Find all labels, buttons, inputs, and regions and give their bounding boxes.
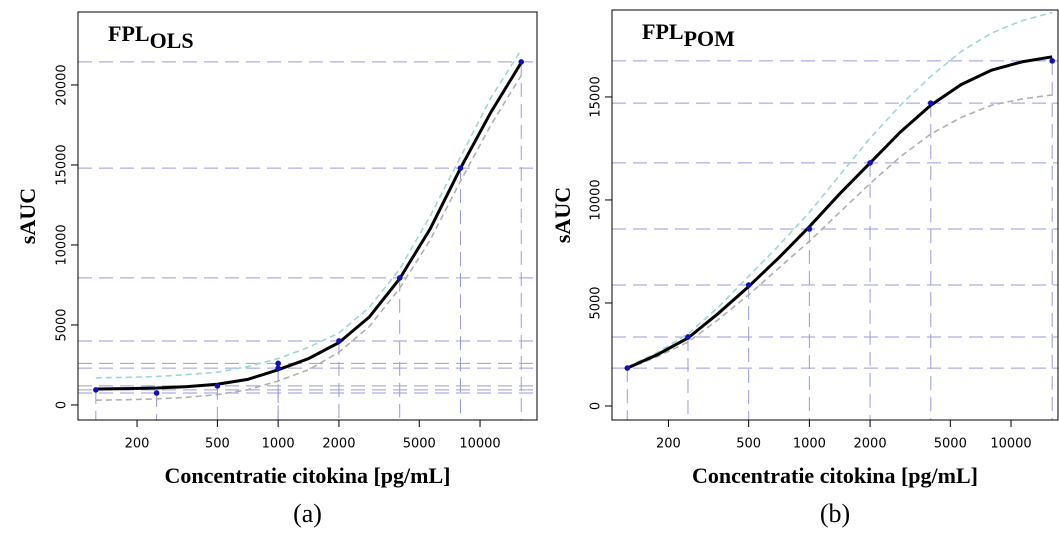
data-point (624, 365, 631, 371)
data-point (685, 334, 691, 340)
x-axis-label: Concentratie citokina [pg/mL] (165, 463, 451, 488)
data-point (1049, 58, 1055, 64)
fit-curve (95, 61, 523, 391)
plot-frame (611, 9, 1059, 421)
data-point (745, 282, 752, 288)
fit-curve (626, 55, 1053, 370)
x-tick-label: 500 (205, 437, 230, 452)
data-point (275, 365, 281, 371)
x-tick-label: 5000 (934, 437, 967, 452)
x-tick-label: 5000 (403, 437, 436, 452)
plot-frame (77, 11, 538, 421)
y-tick-label: 15000 (55, 144, 70, 185)
x-tick-label: 2000 (322, 437, 355, 452)
fit-curve (626, 11, 1053, 368)
data-point (806, 226, 813, 232)
data-point (93, 387, 99, 393)
fit-curve (95, 49, 522, 379)
y-tick-label: 0 (589, 402, 604, 410)
y-axis-label: sAUC (550, 187, 575, 243)
x-tick-label: 1000 (262, 437, 295, 452)
x-tick-label: 500 (736, 437, 761, 452)
data-point (867, 160, 873, 166)
fit-curve (626, 94, 1053, 370)
y-tick-label: 15000 (589, 76, 604, 117)
title-sub: POM (684, 26, 736, 51)
data-point (457, 165, 464, 171)
y-tick-label: 5000 (589, 286, 604, 319)
x-tick-label: 2000 (854, 437, 887, 452)
title-main: FPL (108, 21, 150, 46)
chart-title: FPLOLS (108, 21, 194, 53)
data-point (275, 360, 281, 367)
x-tick-label: 200 (656, 437, 681, 452)
data-point (153, 390, 160, 396)
title-sub: OLS (150, 28, 194, 53)
x-tick-label: 10000 (459, 437, 500, 452)
data-point (518, 59, 525, 65)
x-tick-label: 10000 (990, 437, 1031, 452)
caption: (a) (293, 499, 322, 528)
y-tick-label: 5000 (55, 308, 70, 341)
data-point (336, 338, 342, 344)
caption: (b) (820, 499, 850, 528)
fit-curve (95, 74, 522, 401)
y-tick-label: 0 (55, 401, 70, 409)
y-tick-label: 10000 (55, 224, 70, 265)
x-axis-label: Concentratie citokina [pg/mL] (692, 463, 978, 488)
data-point (927, 100, 934, 106)
data-point (396, 275, 403, 281)
data-point (214, 383, 221, 389)
title-main: FPL (642, 19, 684, 44)
y-tick-label: 10000 (589, 179, 604, 220)
x-tick-label: 1000 (793, 437, 826, 452)
x-tick-label: 200 (125, 437, 150, 452)
chart-title: FPLPOM (642, 19, 735, 51)
y-axis-label: sAUC (15, 188, 40, 244)
y-tick-label: 20000 (55, 64, 70, 105)
